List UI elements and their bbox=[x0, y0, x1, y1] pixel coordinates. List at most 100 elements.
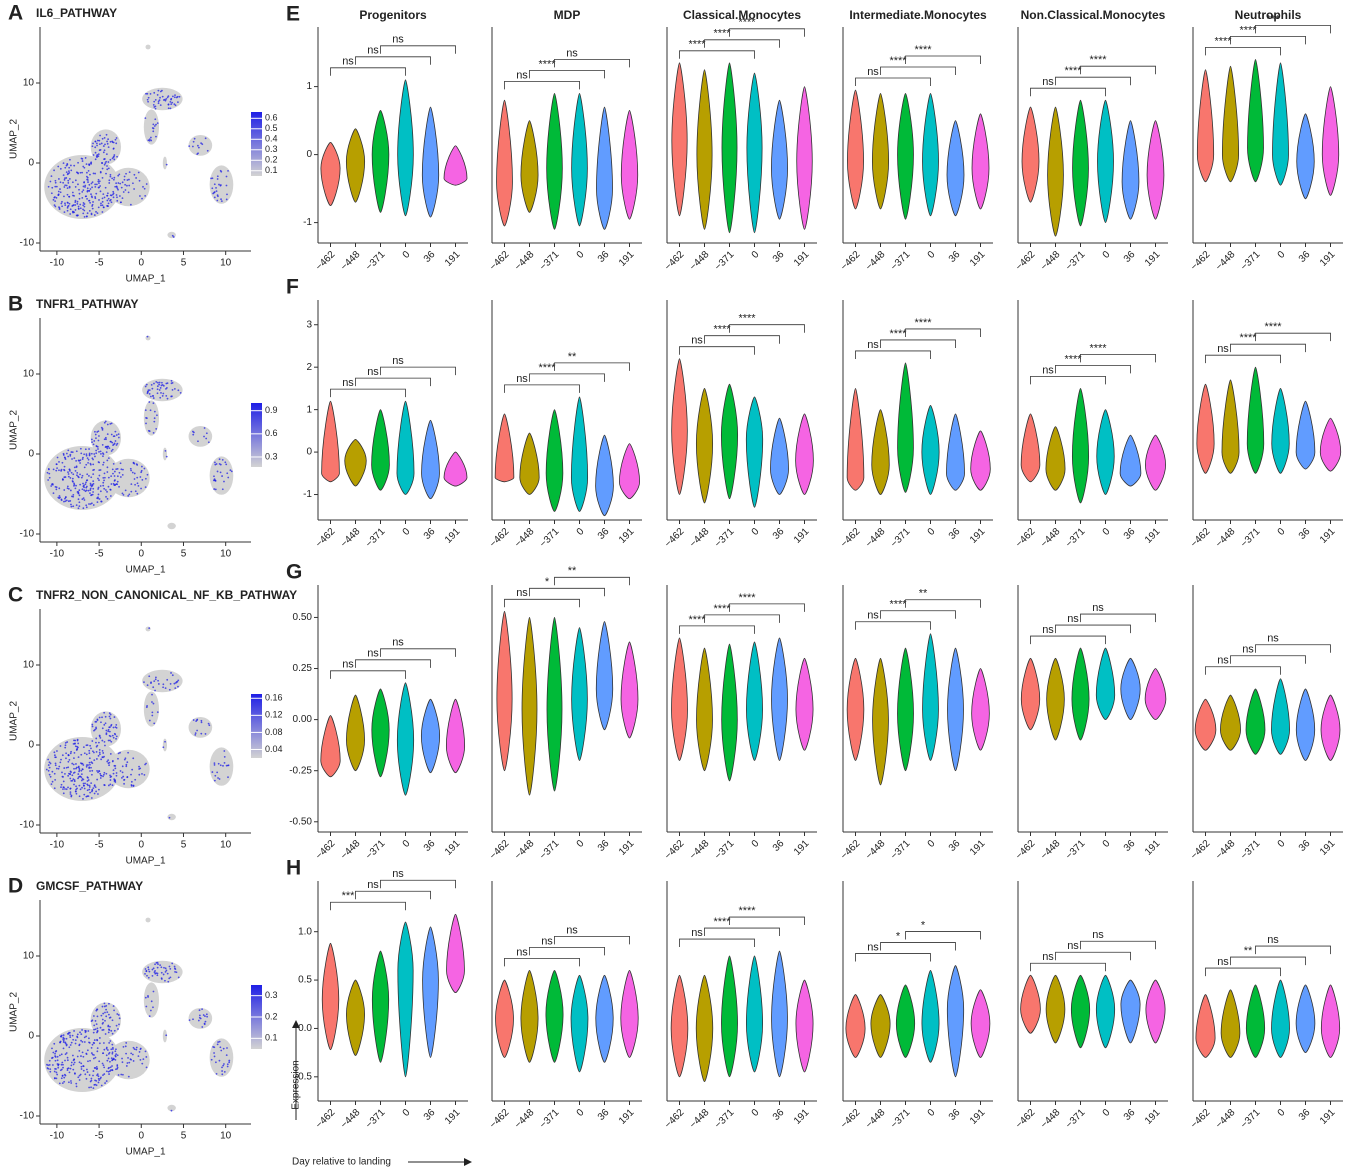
cell-dot bbox=[51, 780, 54, 783]
cell-dot bbox=[134, 490, 137, 493]
cell-dot bbox=[174, 94, 176, 97]
x-tick-label: −462 bbox=[839, 249, 863, 273]
cell-dot bbox=[157, 963, 159, 966]
cell-dot bbox=[219, 1046, 222, 1049]
cell-dot bbox=[139, 1058, 142, 1061]
x-tick-label: 191 bbox=[1143, 1107, 1163, 1127]
cell-dot bbox=[109, 779, 112, 781]
cell-dot bbox=[49, 775, 52, 778]
cell-dot bbox=[155, 380, 158, 383]
cell-dot bbox=[62, 174, 65, 177]
cell-cluster bbox=[167, 813, 176, 821]
cell-dot bbox=[65, 499, 68, 502]
cell-dot bbox=[153, 382, 155, 385]
cell-dot bbox=[74, 739, 77, 742]
violin bbox=[321, 400, 340, 483]
panel-title: Classical.Monocytes bbox=[683, 8, 801, 22]
cell-dot bbox=[220, 198, 222, 201]
x-tick-label: 36 bbox=[771, 1107, 787, 1123]
cell-dot bbox=[140, 465, 143, 468]
cell-dot bbox=[66, 187, 69, 190]
cell-dot bbox=[82, 482, 84, 485]
y-tick-label: 0.00 bbox=[293, 714, 313, 725]
cell-dot bbox=[96, 1050, 99, 1053]
cell-dot bbox=[151, 701, 153, 703]
cell-dot bbox=[147, 96, 150, 99]
cell-dot bbox=[111, 448, 114, 451]
bracket bbox=[679, 625, 755, 634]
cell-dot bbox=[90, 1077, 93, 1080]
cell-dot bbox=[66, 1059, 69, 1062]
violin bbox=[1295, 984, 1316, 1054]
cell-dot bbox=[77, 773, 80, 775]
cell-cluster bbox=[162, 738, 168, 752]
cell-dot bbox=[204, 1020, 207, 1023]
bracket bbox=[704, 614, 780, 623]
cell-dot bbox=[115, 444, 118, 446]
y-tick-label: 0.0 bbox=[298, 1023, 312, 1034]
cell-dot bbox=[226, 1047, 228, 1049]
cell-dot bbox=[122, 468, 124, 471]
x-tick-label: −448 bbox=[1039, 838, 1063, 862]
cell-dot bbox=[156, 414, 158, 417]
cell-dot bbox=[81, 196, 84, 199]
cell-cluster bbox=[142, 669, 183, 693]
cell-dot bbox=[68, 178, 71, 180]
cell-dot bbox=[174, 687, 177, 690]
x-tick-label: −448 bbox=[1214, 526, 1238, 550]
violin bbox=[346, 979, 365, 1056]
significance-label: ns bbox=[1042, 624, 1054, 636]
cell-dot bbox=[216, 199, 219, 202]
cell-dot bbox=[90, 162, 92, 165]
cell-dot bbox=[71, 451, 74, 453]
cell-dot bbox=[99, 190, 102, 193]
cell-dot bbox=[133, 173, 136, 176]
cell-dot bbox=[148, 675, 151, 678]
bracket bbox=[330, 67, 406, 76]
cell-dot bbox=[88, 448, 90, 450]
bracket bbox=[529, 587, 605, 597]
cell-dot bbox=[105, 1070, 108, 1073]
cell-dot bbox=[72, 505, 75, 508]
significance-label: **** bbox=[1239, 332, 1257, 344]
cell-dot bbox=[114, 430, 117, 433]
x-tick-label: -10 bbox=[50, 549, 65, 560]
cell-dot bbox=[108, 761, 111, 764]
cell-dot bbox=[173, 96, 176, 99]
significance-label: ns bbox=[392, 637, 404, 649]
x-tick-label: 36 bbox=[1122, 526, 1138, 542]
cell-dot bbox=[97, 180, 100, 183]
x-tick-label: 191 bbox=[1143, 526, 1163, 546]
cell-dot bbox=[170, 97, 173, 100]
x-tick-label: 10 bbox=[220, 258, 232, 269]
cell-dot bbox=[76, 738, 79, 741]
cell-dot bbox=[77, 765, 80, 768]
cell-dot bbox=[78, 769, 81, 771]
cell-dot bbox=[98, 143, 101, 146]
bracket bbox=[679, 938, 755, 948]
cell-dot bbox=[96, 144, 98, 147]
cell-dot bbox=[125, 1065, 128, 1067]
significance-label: ns bbox=[392, 34, 404, 46]
cell-dot bbox=[95, 1023, 98, 1026]
cell-dot bbox=[70, 1082, 73, 1084]
x-tick-label: −371 bbox=[1064, 526, 1088, 550]
cell-dot bbox=[79, 171, 82, 174]
cell-dot bbox=[113, 176, 116, 179]
cell-dot bbox=[90, 195, 93, 198]
cell-dot bbox=[103, 1066, 106, 1069]
cell-dot bbox=[72, 473, 75, 476]
cell-dot bbox=[73, 767, 75, 770]
cell-dot bbox=[147, 100, 149, 103]
cell-dot bbox=[78, 1079, 81, 1081]
cell-dot bbox=[120, 1073, 123, 1076]
cell-dot bbox=[56, 456, 59, 459]
cell-dot bbox=[127, 191, 130, 194]
cell-dot bbox=[152, 967, 155, 970]
cell-dot bbox=[69, 489, 72, 492]
cell-dot bbox=[94, 455, 96, 458]
significance-label: **** bbox=[688, 614, 706, 626]
x-tick-label: 5 bbox=[181, 549, 187, 560]
cell-dot bbox=[116, 1067, 119, 1070]
cell-dot bbox=[106, 423, 109, 426]
